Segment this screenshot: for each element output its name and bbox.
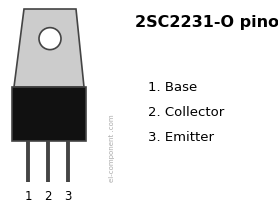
Bar bbox=[12, 88, 86, 141]
Text: 1: 1 bbox=[24, 190, 32, 203]
Text: 3. Emitter: 3. Emitter bbox=[148, 131, 214, 144]
Text: el-component .com: el-component .com bbox=[109, 114, 115, 181]
Circle shape bbox=[39, 29, 61, 50]
Text: 2SC2231-O pinout: 2SC2231-O pinout bbox=[135, 14, 278, 29]
Text: 2. Collector: 2. Collector bbox=[148, 106, 224, 119]
Text: 3: 3 bbox=[64, 190, 72, 203]
Text: 2: 2 bbox=[44, 190, 52, 203]
Text: 1. Base: 1. Base bbox=[148, 81, 197, 94]
Polygon shape bbox=[14, 10, 84, 88]
